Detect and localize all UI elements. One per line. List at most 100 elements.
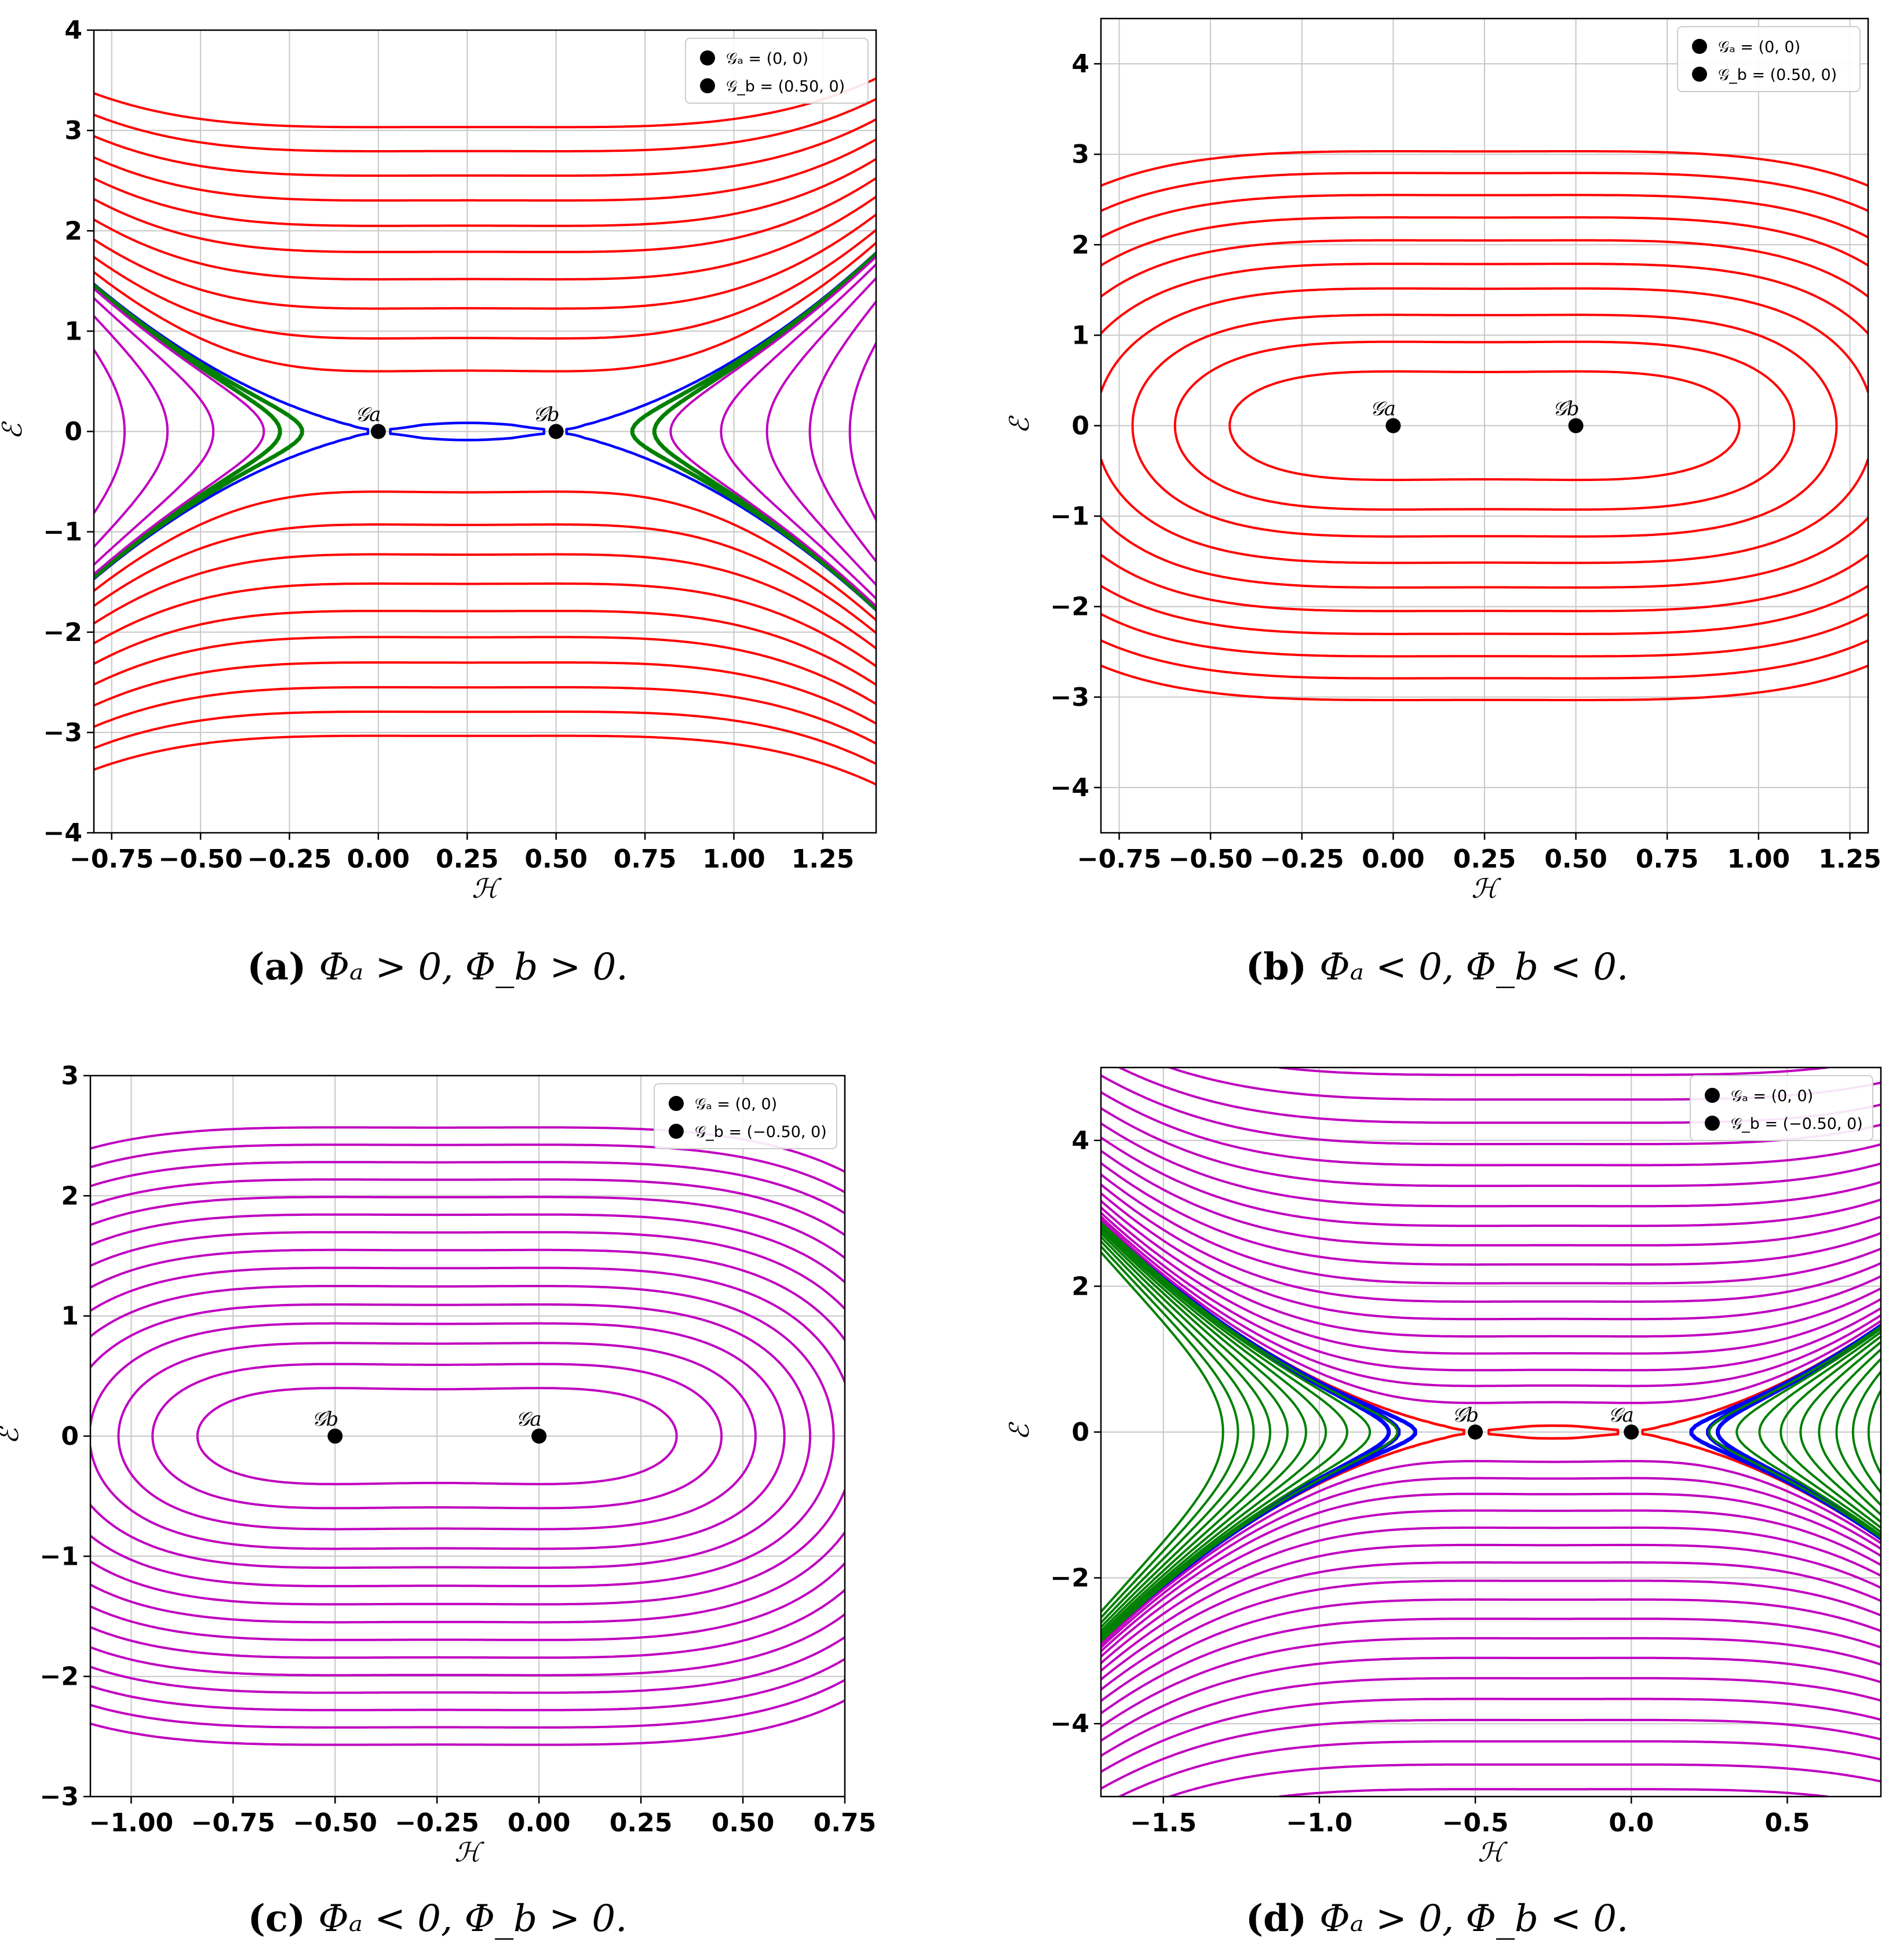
x-tick-label-2: −0.25 (1260, 844, 1344, 874)
contour-outer-orbits-1 (1173, 340, 1796, 511)
x-tick-label-5: 0.50 (1544, 844, 1607, 874)
legend-box (1677, 26, 1861, 92)
equilibrium-label-0: 𝒢a (1370, 398, 1395, 421)
caption-text: Φₐ > 0, Φ_b > 0. (319, 946, 628, 989)
equilibrium-label-0: 𝒢a (516, 1408, 541, 1431)
figure-caption: (d) Φₐ > 0, Φ_b < 0. (1246, 1897, 1629, 1940)
contour-outer-orbits-4 (94, 177, 876, 686)
x-axis-label: ℋ (454, 1837, 484, 1868)
legend-marker-0 (1692, 39, 1707, 54)
contour-outer-orbits-0 (1101, 1218, 1881, 1646)
y-tick-label-4: 0 (1071, 411, 1089, 441)
y-tick-label-1: −2 (1051, 1564, 1089, 1593)
contour-outer-orbits-8 (94, 98, 876, 765)
contour-outer-orbits-8 (1101, 172, 1868, 680)
contour-outer-orbits-7 (1101, 194, 1868, 658)
contour-outer-orbits-0 (1228, 370, 1741, 482)
contour-outer-orbits-7 (90, 1248, 845, 1624)
equilibrium-label-1: 𝒢b (533, 403, 560, 427)
y-axis-label: ℰ (0, 421, 28, 439)
legend-marker-1 (1705, 1116, 1720, 1131)
contour-outer-orbits-5 (90, 1285, 835, 1587)
contour-outer-orbits-13 (90, 1143, 845, 1729)
x-tick-label-7: 1.00 (702, 844, 765, 874)
y-tick-label-1: −3 (43, 718, 82, 748)
contour-outer-orbits-3 (1101, 287, 1868, 564)
equilibrium-point-1 (327, 1429, 343, 1444)
y-tick-label-3: 0 (61, 1422, 79, 1451)
x-tick-label-0: −1.00 (89, 1808, 173, 1838)
legend-box (1690, 1075, 1873, 1141)
y-tick-label-5: 2 (61, 1181, 79, 1211)
equilibrium-point-0 (1385, 418, 1401, 433)
caption-text: Φₐ < 0, Φ_b > 0. (318, 1897, 627, 1940)
x-tick-label-3: 0.00 (1362, 844, 1425, 874)
chart-panel-3: 𝒢a 𝒢b −1.5 −1.0 −0.5 0.0 0.5 −4 −2 0 2 4 ℋ ℰ 𝒢ₐ = (0, … (1004, 1066, 1882, 1940)
equilibrium-label-1: 𝒢b (312, 1408, 338, 1431)
legend: 𝒢ₐ = (0, 0) 𝒢_b = (−0.50, 0) (654, 1083, 837, 1149)
x-tick-label-4: 0.5 (1765, 1808, 1810, 1838)
y-tick-label-4: 0 (64, 417, 82, 447)
x-tick-label-0: −0.75 (1077, 844, 1161, 874)
contour-right-branches-3 (1101, 1226, 1881, 1638)
x-axis-label: ℋ (472, 873, 502, 904)
chart-panel-1: 𝒢a 𝒢b −0.75 −0.50 −0.25 0.00 0.25 0.50 0.75 1.00 1… (1004, 17, 1881, 989)
x-tick-label-1: −0.75 (191, 1808, 275, 1838)
contour-outer-orbits-3 (94, 195, 876, 668)
y-tick-label-2: 0 (1071, 1418, 1089, 1447)
contour-outer-orbits-9 (1101, 1149, 1881, 1715)
y-tick-label-7: 3 (64, 116, 82, 145)
contour-left-branches-0 (94, 255, 876, 608)
equilibrium-label-0: 𝒢a (355, 403, 381, 427)
equilibrium-label-1: 𝒢b (1553, 398, 1580, 421)
legend-marker-1 (1692, 67, 1707, 82)
contour-group (94, 77, 876, 786)
y-axis-label: ℰ (1004, 1422, 1035, 1440)
x-tick-label-7: 1.00 (1727, 844, 1790, 874)
equilibrium-label-0: 𝒢a (1608, 1404, 1633, 1427)
contour-outer-orbits-6 (1101, 216, 1868, 635)
x-tick-label-3: 0.00 (347, 844, 410, 874)
legend-entry-1: 𝒢_b = (0.50, 0) (1718, 66, 1837, 84)
contour-outer-orbits-12 (1101, 1107, 1881, 1757)
x-tick-label-6: 0.75 (614, 844, 677, 874)
y-axis-label: ℰ (0, 1426, 24, 1444)
x-tick-label-4: 0.00 (508, 1808, 571, 1838)
contour-group (1101, 150, 1868, 701)
x-tick-label-0: −1.5 (1130, 1808, 1197, 1838)
x-tick-label-2: −0.5 (1442, 1808, 1509, 1838)
legend-box (685, 38, 869, 104)
y-tick-label-5: 1 (1071, 320, 1089, 350)
equilibrium-point-0 (1624, 1425, 1639, 1440)
legend-marker-0 (669, 1096, 684, 1111)
legend-entry-1: 𝒢_b = (−0.50, 0) (695, 1123, 827, 1141)
caption-text: Φₐ > 0, Φ_b < 0. (1319, 1897, 1628, 1940)
figure-caption: (a) Φₐ > 0, Φ_b > 0. (247, 945, 628, 989)
x-tick-label-5: 0.50 (524, 844, 588, 874)
y-tick-label-4: 4 (1071, 1126, 1089, 1156)
y-tick-label-1: −2 (40, 1662, 79, 1692)
contour-left-branches-3 (94, 300, 876, 563)
contour-outer-orbits-9 (90, 1213, 845, 1659)
caption-letter: (b) (1246, 945, 1320, 989)
caption-letter: (d) (1246, 1897, 1320, 1940)
x-tick-label-3: −0.25 (395, 1808, 479, 1838)
x-tick-label-1: −0.50 (158, 844, 242, 874)
x-tick-label-1: −1.0 (1286, 1808, 1352, 1838)
y-tick-label-7: 3 (1071, 140, 1089, 169)
x-tick-label-1: −0.50 (1168, 844, 1252, 874)
contour-outer-orbits-3 (90, 1322, 786, 1550)
y-tick-label-0: −3 (40, 1782, 79, 1812)
contour-outer-orbits-9 (1101, 150, 1868, 701)
contour-outer-orbits-8 (1101, 1162, 1881, 1702)
x-tick-label-0: −0.75 (70, 844, 154, 874)
x-axis-label: ℋ (1471, 873, 1501, 904)
contour-outer-orbits-0 (196, 1387, 678, 1485)
equilibrium-label-1: 𝒢b (1452, 1404, 1479, 1427)
contour-outer-orbits-11 (90, 1178, 845, 1694)
legend: 𝒢ₐ = (0, 0) 𝒢_b = (0.50, 0) (1677, 26, 1861, 92)
x-tick-label-3: 0.0 (1609, 1808, 1654, 1838)
legend-entry-1: 𝒢_b = (−0.50, 0) (1731, 1115, 1863, 1133)
y-tick-label-6: 3 (61, 1061, 79, 1091)
